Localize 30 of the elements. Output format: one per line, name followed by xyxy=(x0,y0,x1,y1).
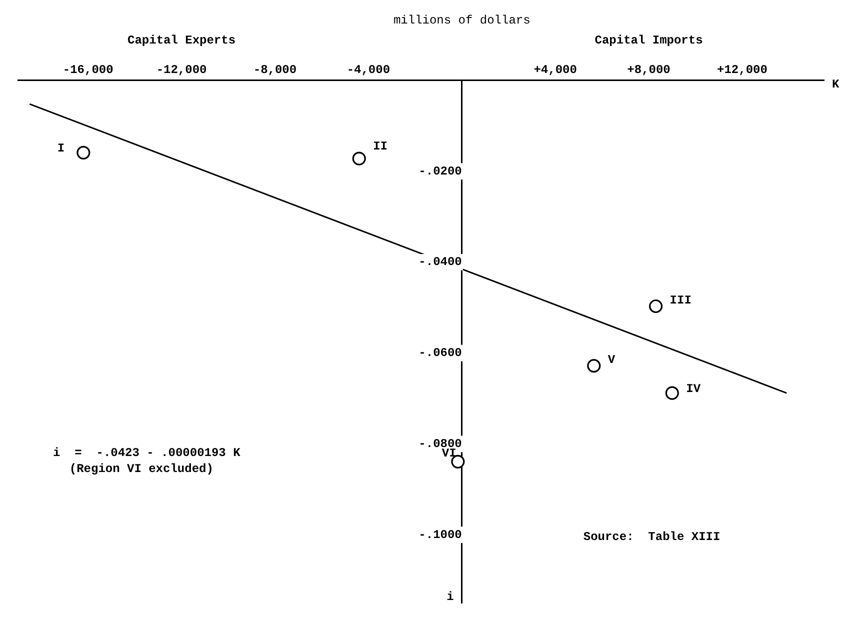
series-label: I xyxy=(57,142,65,156)
series-label: II xyxy=(373,140,388,154)
x-tick-label: -16,000 xyxy=(62,63,114,78)
y-tick-label: -.0400 xyxy=(418,255,462,270)
y-tick-label: -.1000 xyxy=(418,528,462,542)
point xyxy=(648,299,663,314)
annotation: i = -.0423 - .00000193 K xyxy=(53,446,242,460)
point xyxy=(665,386,679,400)
point xyxy=(76,146,90,160)
annotation: Source: Table XIII xyxy=(583,530,720,544)
series-label: III xyxy=(670,293,692,308)
x-tick-label: -12,000 xyxy=(156,63,207,78)
point xyxy=(587,358,601,373)
annotation: (Region VI excluded) xyxy=(69,462,214,476)
text: Capital Imports xyxy=(594,33,703,48)
y-tick-label: -.0200 xyxy=(418,164,462,178)
point xyxy=(451,454,465,468)
y-tick-label: -.0600 xyxy=(418,346,462,360)
chart-title: millions of dollars xyxy=(393,14,530,28)
x-tick-label: +8,000 xyxy=(627,63,670,78)
x-tick-label: +12,000 xyxy=(717,63,768,78)
point xyxy=(352,152,366,166)
x-tick-label: +4,000 xyxy=(534,63,577,78)
series-label: V xyxy=(608,352,616,367)
y-axis-title: i xyxy=(446,590,454,604)
x-tick-label: -4,000 xyxy=(346,63,390,78)
x-tick-label: -8,000 xyxy=(253,63,297,78)
series-label: IV xyxy=(686,382,702,396)
text: Capital Experts xyxy=(128,33,236,48)
x-axis-title: K xyxy=(832,77,840,92)
